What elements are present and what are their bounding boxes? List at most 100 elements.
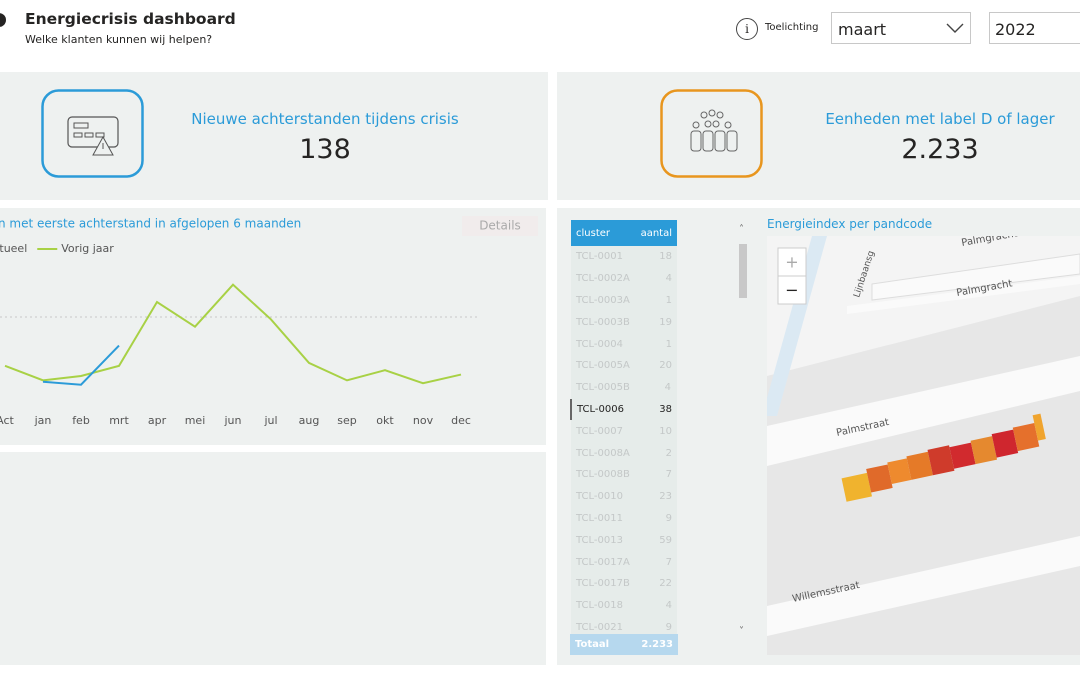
row-count: 7 xyxy=(635,551,677,573)
x-tick-label: nov xyxy=(413,414,434,427)
zoom-in[interactable]: + xyxy=(785,253,798,272)
details-label[interactable]: Details xyxy=(479,219,521,233)
info-icon[interactable]: i xyxy=(736,18,758,40)
table-row[interactable]: TCL-0008A 2 xyxy=(571,442,677,464)
table-row[interactable]: TCL-0007 10 xyxy=(571,420,677,443)
info-link[interactable]: Toelichting xyxy=(765,22,819,33)
table-row[interactable]: TCL-0017A 7 xyxy=(571,551,677,573)
chevron xyxy=(946,23,964,33)
table-row[interactable]: TCL-0021 9 xyxy=(571,616,677,639)
x-tick-label: mei xyxy=(185,414,206,427)
table-row[interactable]: TCL-0003A 1 xyxy=(571,289,677,312)
row-cluster: TCL-0006 xyxy=(570,398,636,421)
kpi-panel: Nieuwe achterstanden tijdens crisis 138 xyxy=(0,72,548,200)
kpi-panel: Eenheden met label D of lager 2.233 xyxy=(557,72,1080,200)
table-row[interactable]: TCL-0003B 19 xyxy=(571,311,677,334)
chart-title: n met eerste achterstand in afgelopen 6 … xyxy=(0,217,301,231)
table-row[interactable]: TCL-0005B 4 xyxy=(571,376,677,399)
row-count: 9 xyxy=(635,507,677,530)
row-cluster: TCL-0018 xyxy=(571,594,636,617)
row-count: 2 xyxy=(635,442,677,464)
column-header: cluster xyxy=(571,220,636,246)
row-cluster: TCL-0007 xyxy=(571,420,636,443)
detail-panel: cluster aantal TCL-0001 18 TCL-0002A 4 TCL-000… xyxy=(557,208,1080,665)
row-count: 9 xyxy=(635,616,677,639)
scrollbar[interactable] xyxy=(739,244,747,298)
legend-label: Vorig jaar xyxy=(61,242,114,255)
row-count: 7 xyxy=(635,463,677,486)
x-tick-label: apr xyxy=(148,414,167,427)
total-row: Totaal 2.233 xyxy=(570,634,678,655)
row-count: 18 xyxy=(635,246,677,268)
x-tick-label: aug xyxy=(299,414,320,427)
row-cluster: TCL-0017A xyxy=(571,551,636,573)
table-row[interactable]: TCL-0006 38 xyxy=(570,398,677,421)
kpi-value: 138 xyxy=(299,134,351,165)
details-button[interactable] xyxy=(462,216,538,236)
table-row[interactable]: TCL-0018 4 xyxy=(571,594,677,617)
row-cluster: TCL-0005A xyxy=(571,354,636,377)
kpi-label: Nieuwe achterstanden tijdens crisis xyxy=(191,110,459,128)
month-dropdown[interactable]: maart xyxy=(831,12,971,44)
table-row[interactable]: TCL-0013 59 xyxy=(571,529,677,552)
row-count: 20 xyxy=(635,354,677,377)
map: Palmgracht Palmgracht Lijnbaansg Palmstr… xyxy=(767,236,1080,655)
row-count: 1 xyxy=(635,333,677,355)
row-cluster: TCL-0021 xyxy=(571,616,636,639)
year-value: 2022 xyxy=(995,20,1036,39)
kpi-icon xyxy=(41,89,144,178)
row-count: 4 xyxy=(635,594,677,617)
map-title: Energieindex per pandcode xyxy=(767,217,933,231)
row-cluster: TCL-0017B xyxy=(571,572,636,595)
table-row[interactable]: TCL-0017B 22 xyxy=(571,572,677,595)
series-line xyxy=(42,344,120,386)
row-cluster: TCL-0003A xyxy=(571,289,636,312)
row-cluster: TCL-0013 xyxy=(571,529,636,552)
total-value: 2.233 xyxy=(641,639,673,650)
row-count: 1 xyxy=(635,289,677,312)
scroll-down[interactable]: ˅ xyxy=(739,626,744,637)
table-row[interactable]: TCL-0005A 20 xyxy=(571,354,677,377)
table-row[interactable]: TCL-0002A 4 xyxy=(571,267,677,290)
x-tick-label: Act xyxy=(0,414,15,427)
row-cluster: TCL-0008A xyxy=(571,442,636,464)
month-value: maart xyxy=(838,20,887,39)
x-tick-label: feb xyxy=(72,414,90,427)
year-dropdown[interactable]: 2022 xyxy=(989,12,1080,44)
table-header: cluster aantal xyxy=(571,220,677,246)
zoom-out[interactable]: − xyxy=(785,281,798,300)
x-tick-label: jan xyxy=(34,414,52,427)
table-row[interactable]: TCL-0001 18 xyxy=(571,246,677,268)
row-count: 10 xyxy=(635,420,677,443)
kpi-value: 2.233 xyxy=(901,134,979,165)
series-line xyxy=(4,283,462,385)
x-tick-label: sep xyxy=(337,414,356,427)
row-count: 38 xyxy=(635,398,677,421)
row-cluster: TCL-0005B xyxy=(571,376,636,399)
empty-panel xyxy=(0,452,546,665)
x-tick-label: jun xyxy=(224,414,242,427)
row-count: 4 xyxy=(635,267,677,290)
row-cluster: TCL-0008B xyxy=(571,463,636,486)
x-tick-label: mrt xyxy=(109,414,129,427)
page-subtitle: Welke klanten kunnen wij helpen? xyxy=(25,33,213,46)
cluster-table: cluster aantal TCL-0001 18 TCL-0002A 4 TCL-000… xyxy=(570,220,678,639)
row-cluster: TCL-0011 xyxy=(571,507,636,530)
table-row[interactable]: TCL-0004 1 xyxy=(571,333,677,355)
kpi-label: Eenheden met label D of lager xyxy=(825,110,1055,128)
table-row[interactable]: TCL-0011 9 xyxy=(571,507,677,530)
row-cluster: TCL-0001 xyxy=(571,246,636,268)
table-row[interactable]: TCL-0010 23 xyxy=(571,485,677,508)
x-tick-label: dec xyxy=(451,414,471,427)
table-row[interactable]: TCL-0008B 7 xyxy=(571,463,677,486)
line-chart: n met eerste achterstand in afgelopen 6 … xyxy=(0,216,538,427)
scroll-up[interactable]: ˄ xyxy=(739,224,744,235)
kpi-icon xyxy=(660,89,763,178)
row-cluster: TCL-0003B xyxy=(571,311,636,334)
row-cluster: TCL-0010 xyxy=(571,485,636,508)
legend-label: Actueel xyxy=(0,242,27,255)
row-count: 59 xyxy=(635,529,677,552)
page-title: Energiecrisis dashboard xyxy=(25,10,236,28)
